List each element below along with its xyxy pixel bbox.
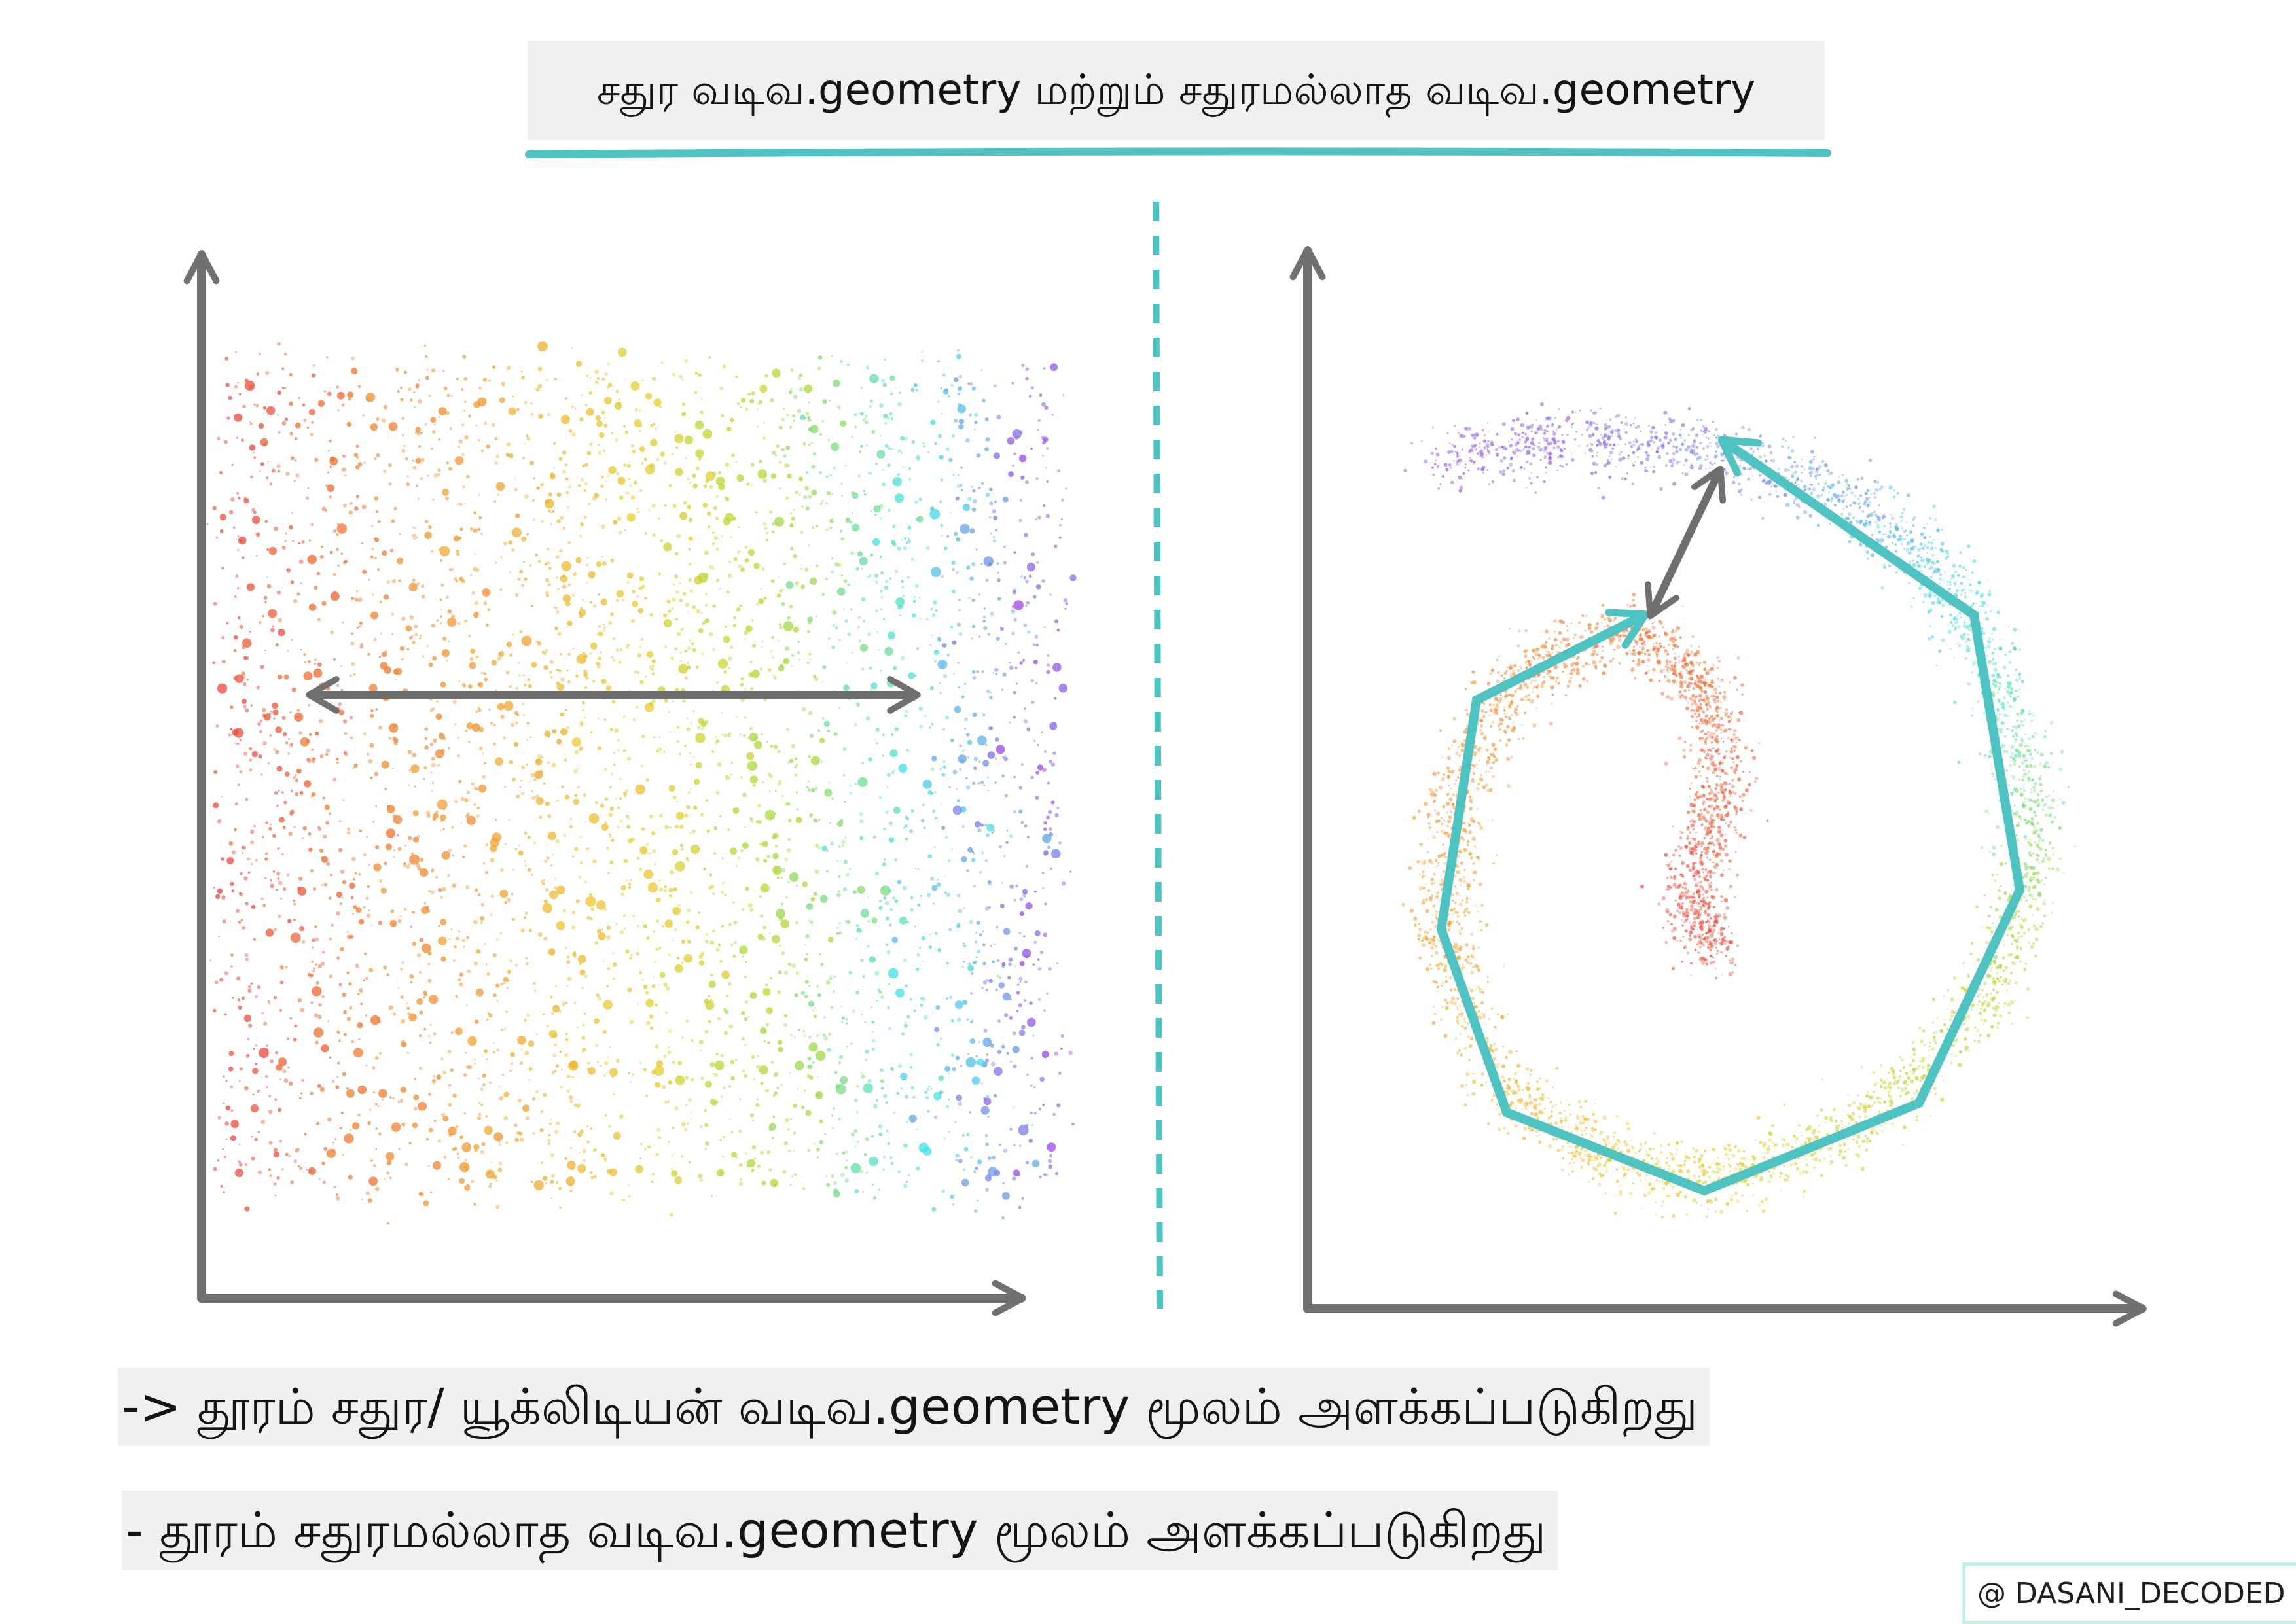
panel-divider xyxy=(1156,202,1160,1309)
shortcut-arrow-icon xyxy=(1652,472,1719,612)
page-title: சதுர வடிவ.geometry மற்றும் சதுரமல்லாத வட… xyxy=(528,41,1825,140)
flat-rainbow-point-cloud xyxy=(207,341,1077,1224)
left-axes xyxy=(202,255,1021,1298)
credit-badge: @ DASANI_DECODED xyxy=(1962,1562,2296,1624)
caption-non-euclidean: - தூரம் சதுரமல்லாத வடிவ.geometry மூலம் அ… xyxy=(122,1491,1558,1570)
caption-euclidean: -> தூரம் சதுர/ யூக்லிடியன் வடிவ.geometry… xyxy=(118,1368,1710,1446)
title-underline xyxy=(529,151,1827,154)
right-axes xyxy=(1308,251,2142,1309)
